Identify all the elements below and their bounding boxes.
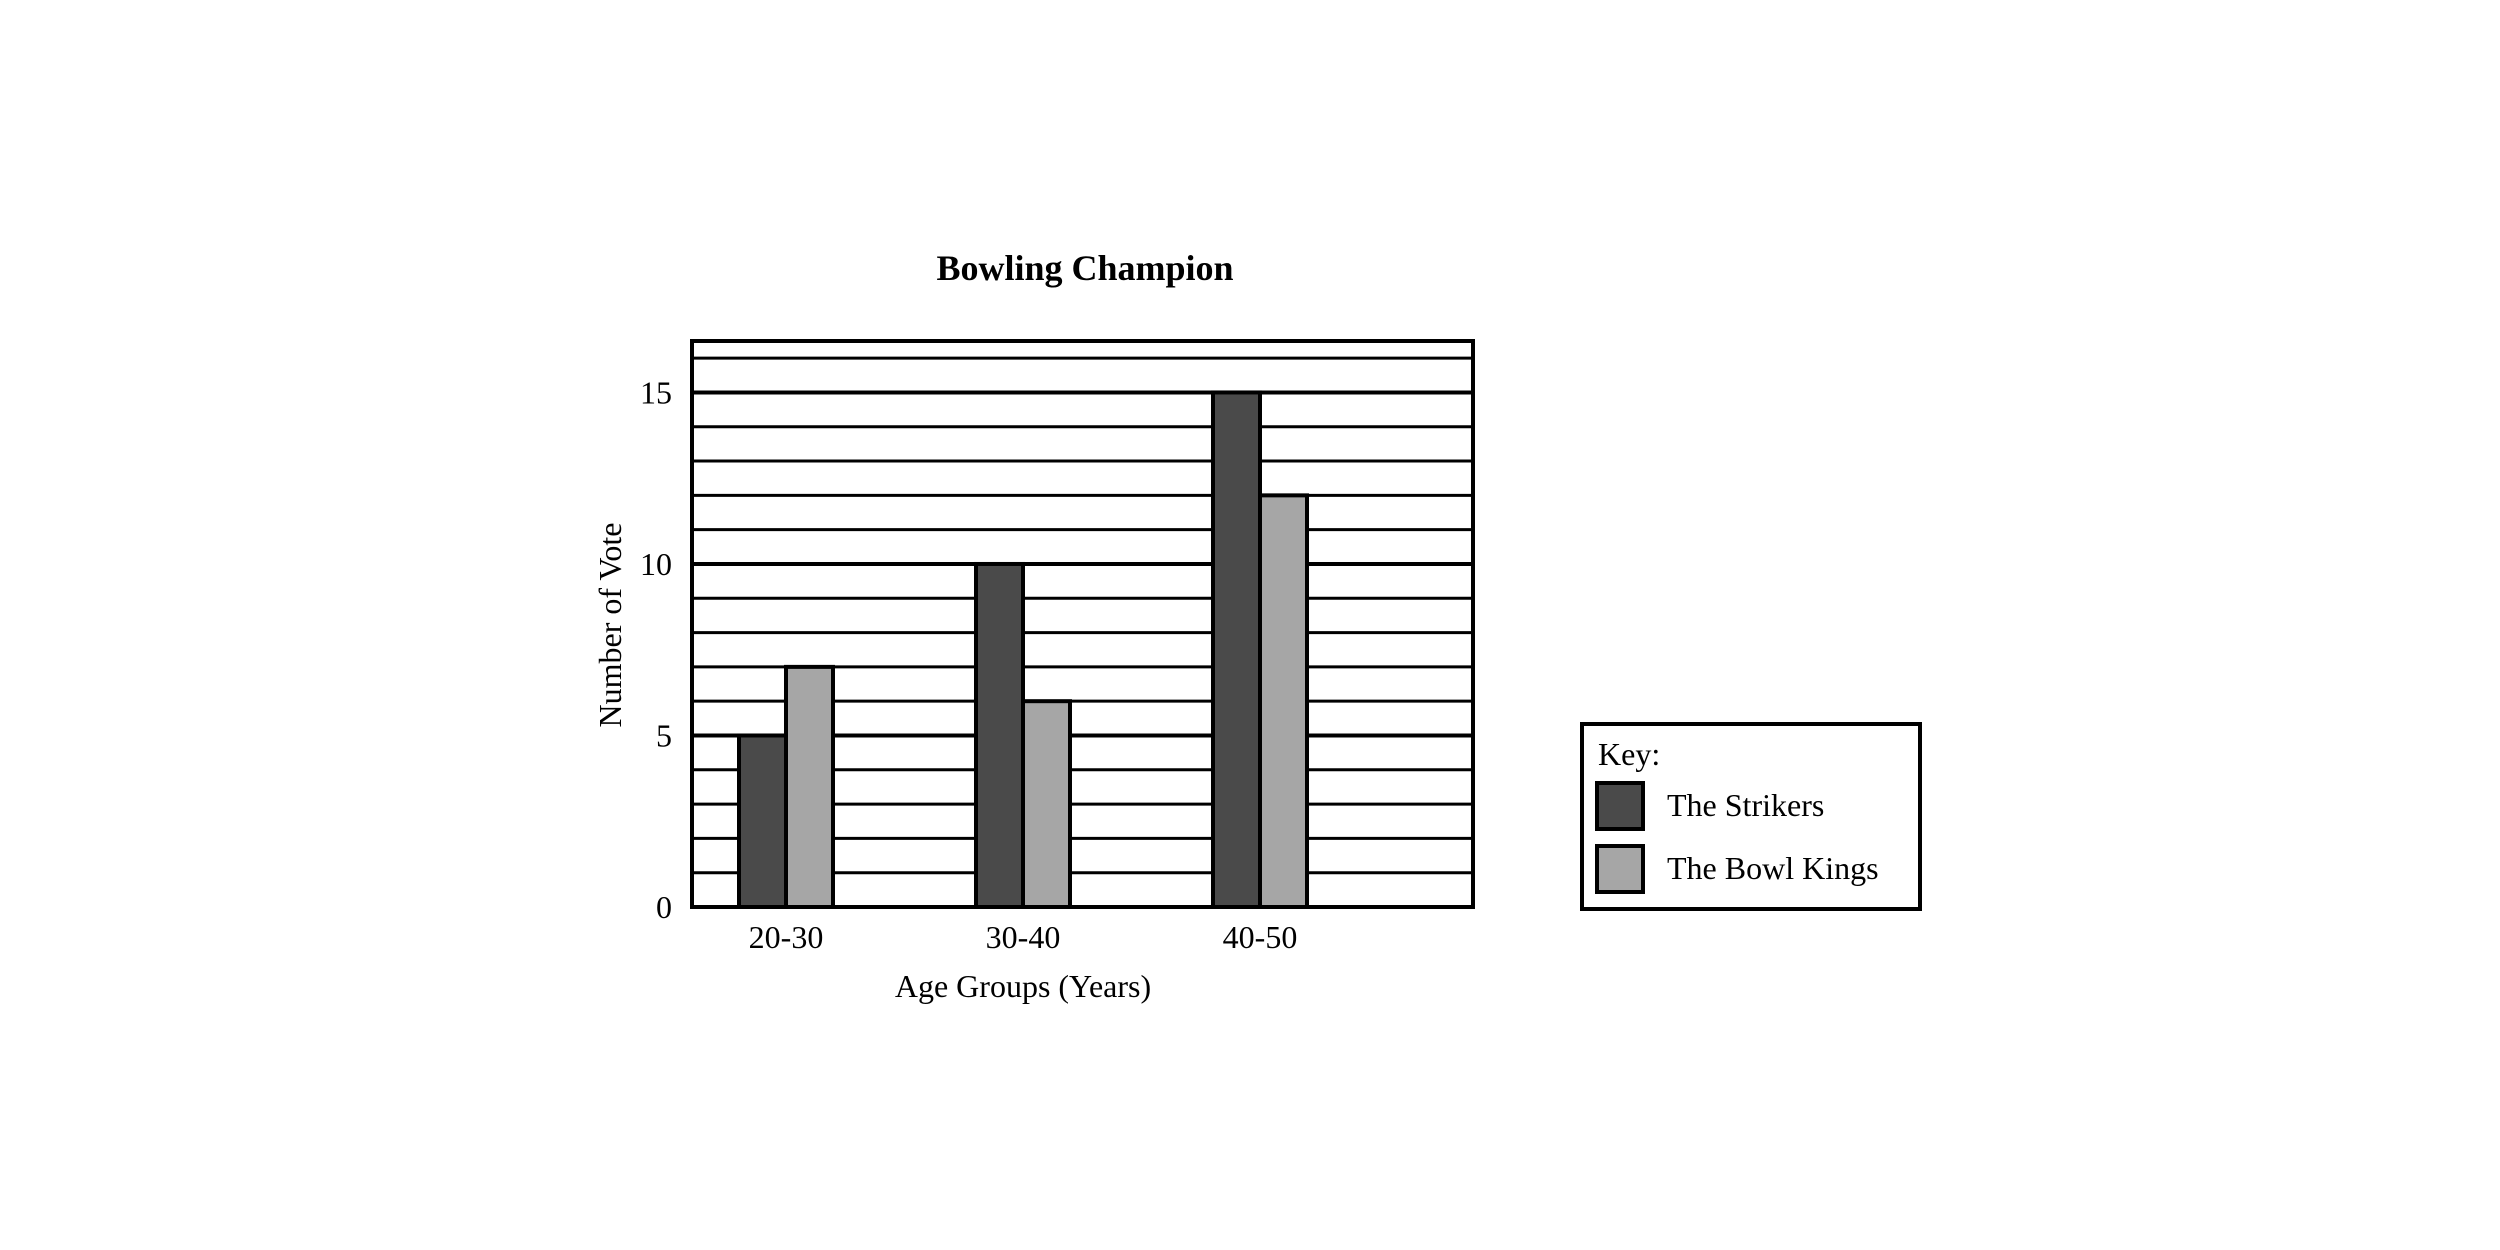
legend: Key: The Strikers The Bowl Kings	[1580, 722, 1922, 911]
x-tick-label: 30-40	[986, 919, 1061, 955]
y-axis-label: Number of Vote	[592, 522, 628, 727]
legend-swatch-bowl-kings	[1595, 844, 1645, 894]
bar-strikers-40-50	[1211, 390, 1262, 910]
y-tick-label: 5	[656, 717, 672, 753]
legend-swatch-strikers	[1595, 781, 1645, 831]
legend-title: Key:	[1598, 736, 1660, 772]
y-tick-label: 15	[640, 374, 672, 410]
bar-bowl-kings-30-40	[1021, 699, 1072, 909]
bar-bowl-kings-40-50	[1258, 493, 1309, 909]
plot-area: 20-30 30-40 40-50 0 5 10 15	[640, 339, 1475, 955]
chart-title: Bowling Champion	[936, 248, 1233, 288]
legend-label-strikers: The Strikers	[1667, 787, 1824, 823]
bar-strikers-20-30	[737, 733, 788, 910]
y-tick-label: 10	[640, 546, 672, 582]
y-tick-label: 0	[656, 889, 672, 925]
x-tick-label: 20-30	[749, 919, 824, 955]
legend-label-bowl-kings: The Bowl Kings	[1667, 850, 1879, 886]
plot-frame	[690, 339, 1475, 909]
x-tick-label: 40-50	[1223, 919, 1298, 955]
bar-bowl-kings-20-30	[784, 664, 835, 909]
bar-strikers-30-40	[974, 561, 1025, 910]
x-axis-label: Age Groups (Years)	[895, 968, 1151, 1004]
